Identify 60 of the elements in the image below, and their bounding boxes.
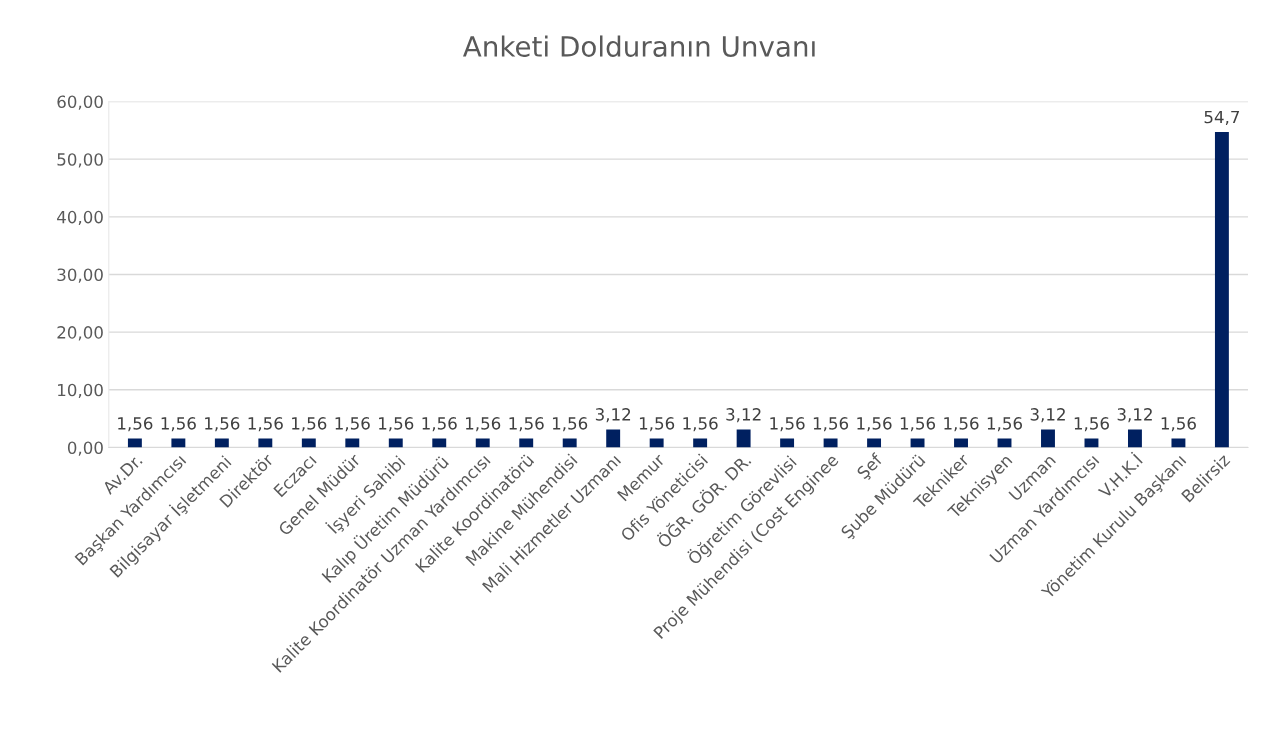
data-label: 1,56 (944, 417, 979, 432)
data-label: 1,56 (205, 417, 240, 432)
bar (910, 438, 925, 448)
data-label: 1,56 (683, 417, 718, 432)
bar (562, 438, 577, 448)
y-tick-label: 60,00 (57, 95, 103, 110)
bar (388, 438, 403, 448)
bar (606, 429, 621, 448)
chart-title: Anketi Dolduranın Unvanı (462, 35, 815, 57)
bar (867, 438, 882, 448)
data-label: 1,56 (987, 417, 1023, 432)
y-tick-label: 30,00 (57, 268, 103, 283)
data-label: 1,56 (1074, 417, 1109, 432)
data-label: 1,56 (118, 417, 153, 432)
data-label: 1,56 (770, 417, 805, 432)
bar (1214, 132, 1229, 448)
y-tick-label: 20,00 (57, 326, 103, 341)
data-label: 3,12 (1030, 408, 1065, 423)
bar (1041, 429, 1055, 448)
data-label: 1,56 (422, 417, 457, 432)
data-label: 1,56 (379, 417, 414, 432)
data-label: 1,56 (335, 417, 370, 432)
data-label: 1,56 (248, 417, 283, 432)
y-tick-label: 40,00 (57, 210, 103, 226)
bar (780, 438, 795, 448)
bar (519, 438, 534, 448)
data-label: 1,56 (161, 417, 196, 432)
bar (258, 438, 273, 448)
data-label: 1,56 (1161, 417, 1196, 432)
data-label: 1,56 (813, 417, 849, 432)
bar (127, 438, 142, 448)
data-label: 1,56 (292, 417, 327, 432)
y-tick-label: 10,00 (58, 383, 103, 399)
y-tick-label: 50,00 (57, 153, 103, 168)
bar (1171, 438, 1186, 448)
bar (345, 438, 360, 448)
data-label: 3,12 (595, 408, 631, 423)
bar (693, 438, 708, 448)
bar (171, 438, 186, 448)
data-label: 3,12 (726, 408, 761, 423)
bar (649, 438, 664, 448)
bar (214, 438, 229, 448)
data-label: 1,56 (466, 417, 501, 432)
y-tick-label: 0,00 (67, 441, 103, 456)
data-label: 54,7 (1204, 110, 1240, 125)
bar (1127, 429, 1142, 448)
data-label: 1,56 (639, 417, 675, 432)
bar (301, 438, 316, 448)
bar (954, 438, 968, 448)
data-label: 1,56 (857, 417, 892, 432)
bar (997, 438, 1012, 448)
data-label: 1,56 (509, 417, 544, 432)
bar (823, 438, 838, 448)
data-label: 3,12 (1117, 408, 1152, 423)
data-label: 1,56 (552, 417, 588, 432)
bar (1084, 438, 1099, 448)
bar (475, 438, 490, 448)
bar (432, 438, 447, 448)
data-label: 1,56 (900, 417, 936, 432)
bar (736, 429, 751, 448)
